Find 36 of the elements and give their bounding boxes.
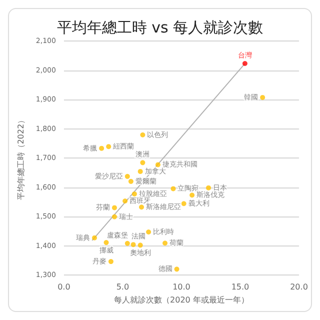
- point: [174, 266, 180, 272]
- point: [112, 205, 117, 210]
- point: [130, 242, 136, 248]
- x-tick-label: 5.0: [116, 282, 130, 292]
- point: [138, 242, 143, 248]
- point: [140, 160, 146, 166]
- point: [124, 174, 130, 179]
- point: [155, 162, 160, 168]
- point: [106, 144, 112, 150]
- x-axis-title: 每人就診次數（2020 年或最近一年）: [114, 295, 249, 304]
- point: [260, 94, 266, 100]
- point: [242, 61, 248, 66]
- point: [122, 198, 128, 204]
- point: [146, 230, 152, 234]
- point: [104, 240, 109, 246]
- point: [138, 168, 143, 174]
- point: [112, 214, 117, 220]
- point: [99, 146, 104, 151]
- point: [190, 192, 195, 198]
- point: [108, 259, 114, 264]
- point: [140, 132, 146, 138]
- x-tick-label: 15.0: [231, 282, 250, 292]
- x-tick-label: 20.0: [290, 282, 308, 292]
- point: [124, 240, 130, 246]
- y-axis-title: 平均年總工時（2022）: [16, 116, 26, 200]
- point: [132, 191, 137, 196]
- point: [139, 204, 144, 210]
- chart-title: 平均年總工時 vs 每人就診次數: [56, 18, 264, 36]
- point: [206, 185, 211, 190]
- point: [92, 235, 97, 240]
- point: [128, 178, 134, 184]
- point: [170, 186, 176, 192]
- point: [181, 201, 186, 206]
- x-tick-label: 0.0: [58, 282, 70, 292]
- point: [162, 240, 168, 246]
- x-tick-label: 10.0: [172, 282, 190, 292]
